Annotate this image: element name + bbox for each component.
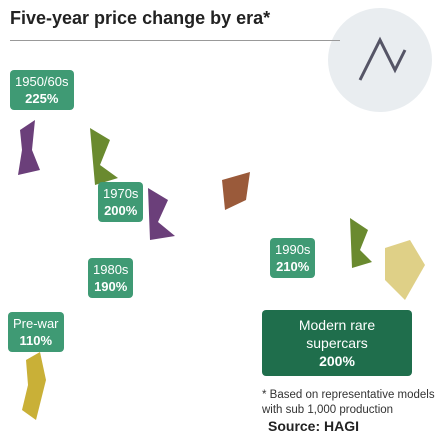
icon: [18, 120, 40, 175]
icon: [222, 172, 250, 210]
infographic: Five-year price change by era* 1950/60s2…: [0, 0, 438, 434]
era-change: 225%: [15, 90, 69, 107]
era-label: 1980s: [93, 261, 128, 278]
icon: [385, 240, 425, 300]
era-change: 200%: [272, 352, 402, 370]
title: Five-year price change by era*: [10, 8, 270, 29]
badge: [328, 8, 432, 112]
era-label: 1990s: [275, 241, 310, 258]
era-change: 190%: [93, 278, 128, 295]
icon: [90, 128, 118, 185]
footnote-line: * Based on representative models: [262, 388, 435, 403]
icon: [148, 188, 175, 240]
divider: [10, 40, 340, 41]
era-change: 200%: [103, 202, 138, 219]
era-change: 110%: [13, 332, 59, 349]
era-label: Modern rare supercars: [272, 316, 402, 352]
era-label: Pre-war: [13, 315, 59, 332]
icon: [22, 352, 46, 420]
footnote-line: with sub 1,000 production: [262, 403, 435, 418]
era-change: 210%: [275, 258, 310, 275]
icon: [350, 218, 372, 268]
era-label: 1950/60s: [15, 73, 69, 90]
era-label: 1970s: [103, 185, 138, 202]
source: Source: HAGI: [268, 418, 359, 434]
